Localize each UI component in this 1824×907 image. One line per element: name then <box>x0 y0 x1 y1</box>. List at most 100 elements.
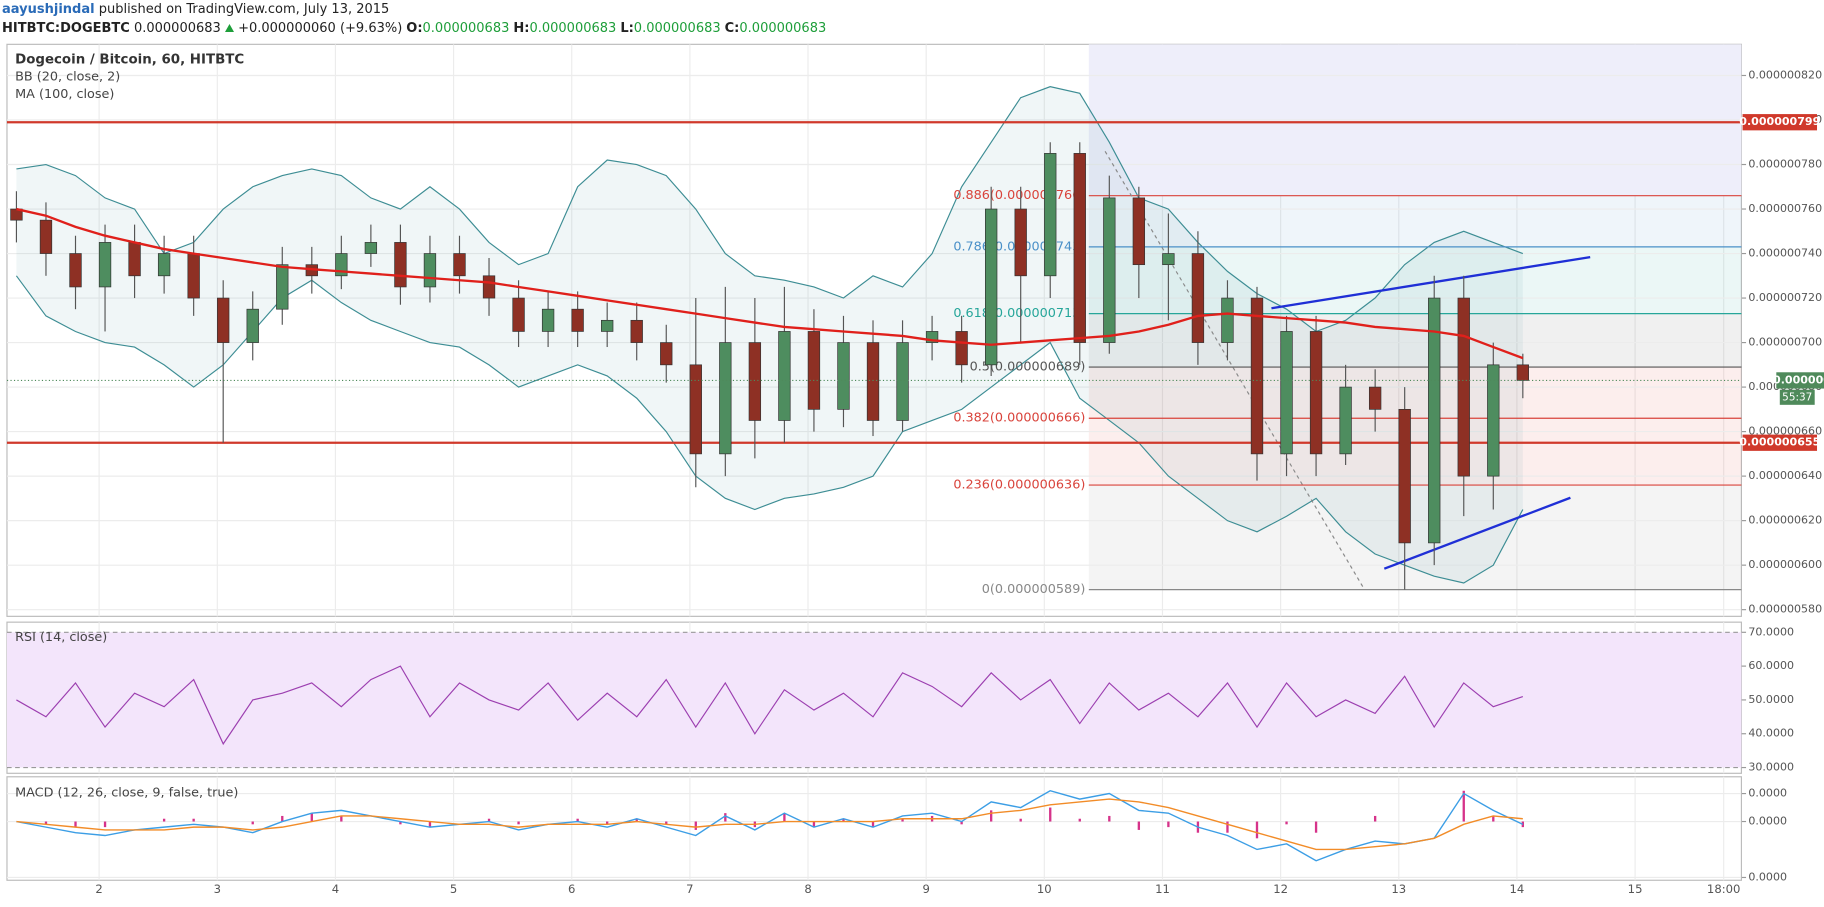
last-price-box <box>1776 372 1824 389</box>
y-tick-label: 30.0000 <box>1748 761 1794 774</box>
candle-body <box>1398 408 1411 544</box>
candle-body <box>925 331 939 343</box>
x-tick-label: 18:00 <box>1707 882 1740 896</box>
y-tick-label: 0.000000760 <box>1748 202 1822 215</box>
candle-body <box>512 297 525 332</box>
ohlc-label: L: <box>620 21 634 36</box>
histogram-bar <box>399 821 402 825</box>
ohlc-label: O: <box>406 21 423 36</box>
histogram-bar <box>251 821 254 825</box>
pane-title: RSI (14, close) <box>15 630 107 645</box>
candle-body <box>1280 331 1293 455</box>
legend-entry: MA (100, close) <box>15 87 114 102</box>
author[interactable]: aayushjindal <box>2 2 95 17</box>
x-tick-label: 13 <box>1391 882 1406 896</box>
x-tick-label: 3 <box>214 882 221 896</box>
candle-body <box>1014 208 1027 277</box>
candle-body <box>98 242 112 288</box>
candle-body <box>1250 297 1264 455</box>
candle-body <box>128 242 141 277</box>
histogram-bar <box>44 821 48 825</box>
price-box-label: 0.000000655 <box>1739 436 1820 449</box>
candle-body <box>837 342 850 410</box>
candle-body <box>1516 364 1529 381</box>
ma-line <box>16 207 1524 360</box>
candle-body <box>955 331 968 366</box>
histogram-bar <box>310 813 313 822</box>
chart-title: Dogecoin / Bitcoin, 60, HITBTC <box>15 52 244 67</box>
candle-body <box>246 308 259 343</box>
header: aayushjindal published on TradingView.co… <box>0 0 1824 42</box>
price-box <box>1742 434 1818 451</box>
candle-body <box>601 319 614 332</box>
histogram-bar <box>576 818 579 822</box>
fib-trend <box>1104 150 1366 590</box>
y-tick-label: 0.000000740 <box>1748 247 1822 260</box>
bb-line <box>16 86 1524 333</box>
candle-body <box>719 342 732 455</box>
candle-body <box>335 253 348 277</box>
x-tick-label: 5 <box>450 882 457 896</box>
y-tick-label: 0.000000600 <box>1748 558 1822 571</box>
y-tick-label: 0.000000660 <box>1748 425 1822 438</box>
ohlc-label: H: <box>513 21 530 36</box>
candle-body <box>1044 153 1057 277</box>
candle-body <box>1457 297 1470 477</box>
histogram-bar <box>724 813 727 822</box>
candle-body <box>423 253 437 288</box>
histogram-bar <box>960 821 963 825</box>
y-tick-label: 60.0000 <box>1748 659 1794 672</box>
histogram-bar <box>842 818 845 822</box>
histogram-bar <box>665 821 668 825</box>
x-tick-label: 7 <box>686 882 693 896</box>
y-tick-label: 0.000000580 <box>1748 603 1822 616</box>
fib-label: 0.236(0.000000636) <box>953 478 1085 493</box>
ohlc-value: 0.000000683 <box>633 21 721 36</box>
x-tick-label: 15 <box>1628 882 1643 896</box>
fib-label: 0.618(0.000000713) <box>953 306 1085 321</box>
bb-fill <box>16 86 1523 583</box>
price-box-label: 0.000000799 <box>1739 115 1820 128</box>
candle-body <box>453 253 466 277</box>
x-tick-label: 4 <box>332 882 339 896</box>
candle-body <box>807 331 821 410</box>
histogram-bar <box>901 818 904 822</box>
ohlc-value: 0.000000683 <box>739 21 827 36</box>
histogram-bar <box>812 821 816 828</box>
ohlc-label: C: <box>724 21 740 36</box>
fib-label: 0.886(0.000000766) <box>953 188 1085 203</box>
candle-body <box>630 319 643 343</box>
candle-body <box>1103 197 1116 343</box>
histogram-bar <box>989 810 993 822</box>
histogram-bar <box>340 815 343 822</box>
candle-body <box>778 331 791 421</box>
legend-entry: BB (20, close, 2) <box>15 69 120 84</box>
x-tick-label: 9 <box>922 882 929 896</box>
candle-body <box>541 308 555 332</box>
histogram-bar <box>1226 821 1229 833</box>
histogram-bar <box>1078 818 1081 822</box>
candle-body <box>1073 153 1086 343</box>
y-tick-label: 0.0000 <box>1748 815 1787 828</box>
candle-body <box>896 342 909 421</box>
candle-body <box>1428 297 1441 544</box>
histogram-bar <box>1373 815 1377 822</box>
x-tick-label: 6 <box>568 882 575 896</box>
published: published on TradingView.com, July 13, 2… <box>98 2 390 17</box>
candle-body <box>1132 197 1146 266</box>
histogram-bar <box>1137 821 1141 830</box>
histogram-bar <box>103 821 107 828</box>
histogram-bar <box>281 815 284 822</box>
histogram-bar <box>428 821 432 828</box>
candle-body <box>482 275 496 299</box>
last: 0.000000683 <box>133 21 221 36</box>
fib-band <box>1088 418 1742 486</box>
price-box <box>1742 114 1818 131</box>
histogram-bar <box>1285 821 1288 825</box>
candle-body <box>1221 297 1234 343</box>
histogram-bar <box>1255 821 1259 839</box>
candle-body <box>187 253 200 299</box>
candle-body <box>571 308 584 332</box>
candle-body <box>660 342 673 366</box>
candle-body <box>276 264 289 310</box>
